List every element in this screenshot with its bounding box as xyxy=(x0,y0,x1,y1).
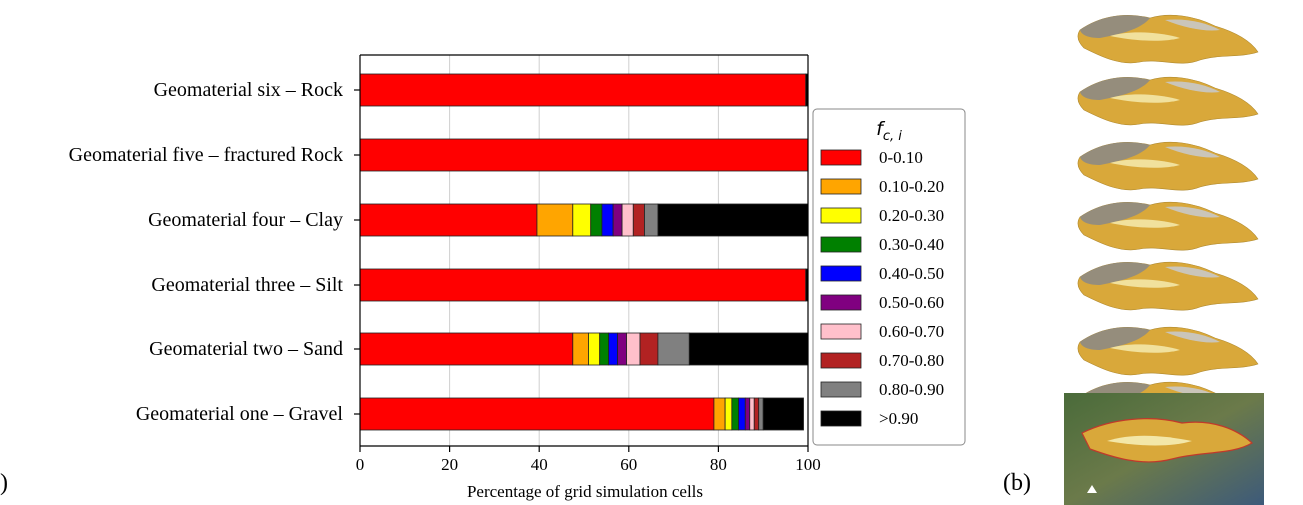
bar-segment xyxy=(744,397,751,431)
bar-segment xyxy=(590,203,603,237)
bar-segment xyxy=(644,203,659,237)
tick-labels: 0 20 40 60 80 100 xyxy=(356,455,821,474)
map-layer xyxy=(1077,201,1259,251)
legend-swatch xyxy=(820,207,862,224)
legend-entry-label: 0.40-0.50 xyxy=(879,264,944,283)
bar-segment xyxy=(359,397,715,431)
bar-segment xyxy=(738,397,746,431)
stacked-map-layers-image xyxy=(1064,14,1264,505)
legend-entry-label: 0.30-0.40 xyxy=(879,235,944,254)
legend-entry-label: 0.20-0.30 xyxy=(879,206,944,225)
bar-segment xyxy=(359,73,807,107)
map-layer xyxy=(1077,141,1259,191)
legend-swatch xyxy=(820,410,862,427)
legend-title: fc, i xyxy=(876,118,902,144)
bar-segment xyxy=(762,397,804,431)
bar-segment xyxy=(688,332,809,366)
legend-entry-label: 0-0.10 xyxy=(879,148,923,167)
category-label: Geomaterial six – Rock xyxy=(154,79,343,101)
legend-swatch xyxy=(820,323,862,340)
bar-segment xyxy=(639,332,659,366)
bar-segment xyxy=(713,397,726,431)
x-tick-label: 0 xyxy=(356,455,365,474)
category-label: Geomaterial one – Gravel xyxy=(136,403,344,425)
category-label: Geomaterial four – Clay xyxy=(148,209,343,231)
bar-segment xyxy=(731,397,739,431)
legend-entry-label: 0.50-0.60 xyxy=(879,293,944,312)
bar-segment xyxy=(753,397,760,431)
legend-swatch xyxy=(820,178,862,195)
bar-segment xyxy=(359,332,574,366)
category-label: Geomaterial five – fractured Rock xyxy=(69,144,343,166)
x-tick-label: 80 xyxy=(710,455,727,474)
bar-segment xyxy=(612,203,623,237)
bar-segment xyxy=(657,203,809,237)
bar-segment xyxy=(359,268,807,302)
legend-entry-label: 0.10-0.20 xyxy=(879,177,944,196)
bar-segment xyxy=(359,138,809,172)
bars xyxy=(359,73,809,431)
bar-segment xyxy=(724,397,733,431)
x-tick-label: 20 xyxy=(441,455,458,474)
axes xyxy=(354,54,809,452)
map-layer xyxy=(1077,76,1259,126)
legend-swatch xyxy=(820,149,862,166)
satellite-base-map xyxy=(1064,393,1264,505)
panel-label-a: ) xyxy=(0,470,8,496)
legend-swatch xyxy=(820,381,862,398)
bar-segment xyxy=(617,332,627,366)
stacked-bar-chart: Geomaterial six – Rock Geomaterial five –… xyxy=(69,54,966,501)
legend-entry-label: 0.80-0.90 xyxy=(879,380,944,399)
legend-entry-label: 0.60-0.70 xyxy=(879,322,944,341)
x-axis-label: Percentage of grid simulation cells xyxy=(467,482,703,501)
legend: fc, i 0-0.10 0.10-0.20 0.20-0.30 0.30-0.40 0.… xyxy=(812,108,966,446)
x-tick-label: 100 xyxy=(795,455,821,474)
map-layer xyxy=(1077,261,1259,311)
bar-segment xyxy=(572,203,592,237)
bar-segment xyxy=(601,203,614,237)
bar-segment xyxy=(657,332,690,366)
bar-segment xyxy=(536,203,574,237)
x-tick-label: 60 xyxy=(620,455,637,474)
category-labels: Geomaterial six – Rock Geomaterial five –… xyxy=(69,79,344,425)
gridlines xyxy=(359,55,809,446)
legend-swatch xyxy=(820,294,862,311)
bar-segment xyxy=(599,332,610,366)
bar-segment xyxy=(758,397,764,431)
legend-entry-label: >0.90 xyxy=(879,409,918,428)
bar-segment xyxy=(359,203,538,237)
bar-segment xyxy=(588,332,601,366)
bar-segment xyxy=(632,203,645,237)
bar-segment xyxy=(608,332,619,366)
map-layer xyxy=(1077,326,1259,376)
legend-swatch xyxy=(820,265,862,282)
bar-segment xyxy=(572,332,589,366)
legend-swatch xyxy=(820,236,862,253)
category-label: Geomaterial three – Silt xyxy=(151,274,343,296)
map-layer xyxy=(1077,14,1259,64)
legend-swatch xyxy=(820,352,862,369)
bar-segment xyxy=(626,332,641,366)
x-tick-label: 40 xyxy=(531,455,548,474)
bar-segment xyxy=(749,397,755,431)
legend-entry-label: 0.70-0.80 xyxy=(879,351,944,370)
bar-segment xyxy=(621,203,634,237)
panel-label-b: (b) xyxy=(1003,470,1031,496)
category-label: Geomaterial two – Sand xyxy=(149,338,343,360)
